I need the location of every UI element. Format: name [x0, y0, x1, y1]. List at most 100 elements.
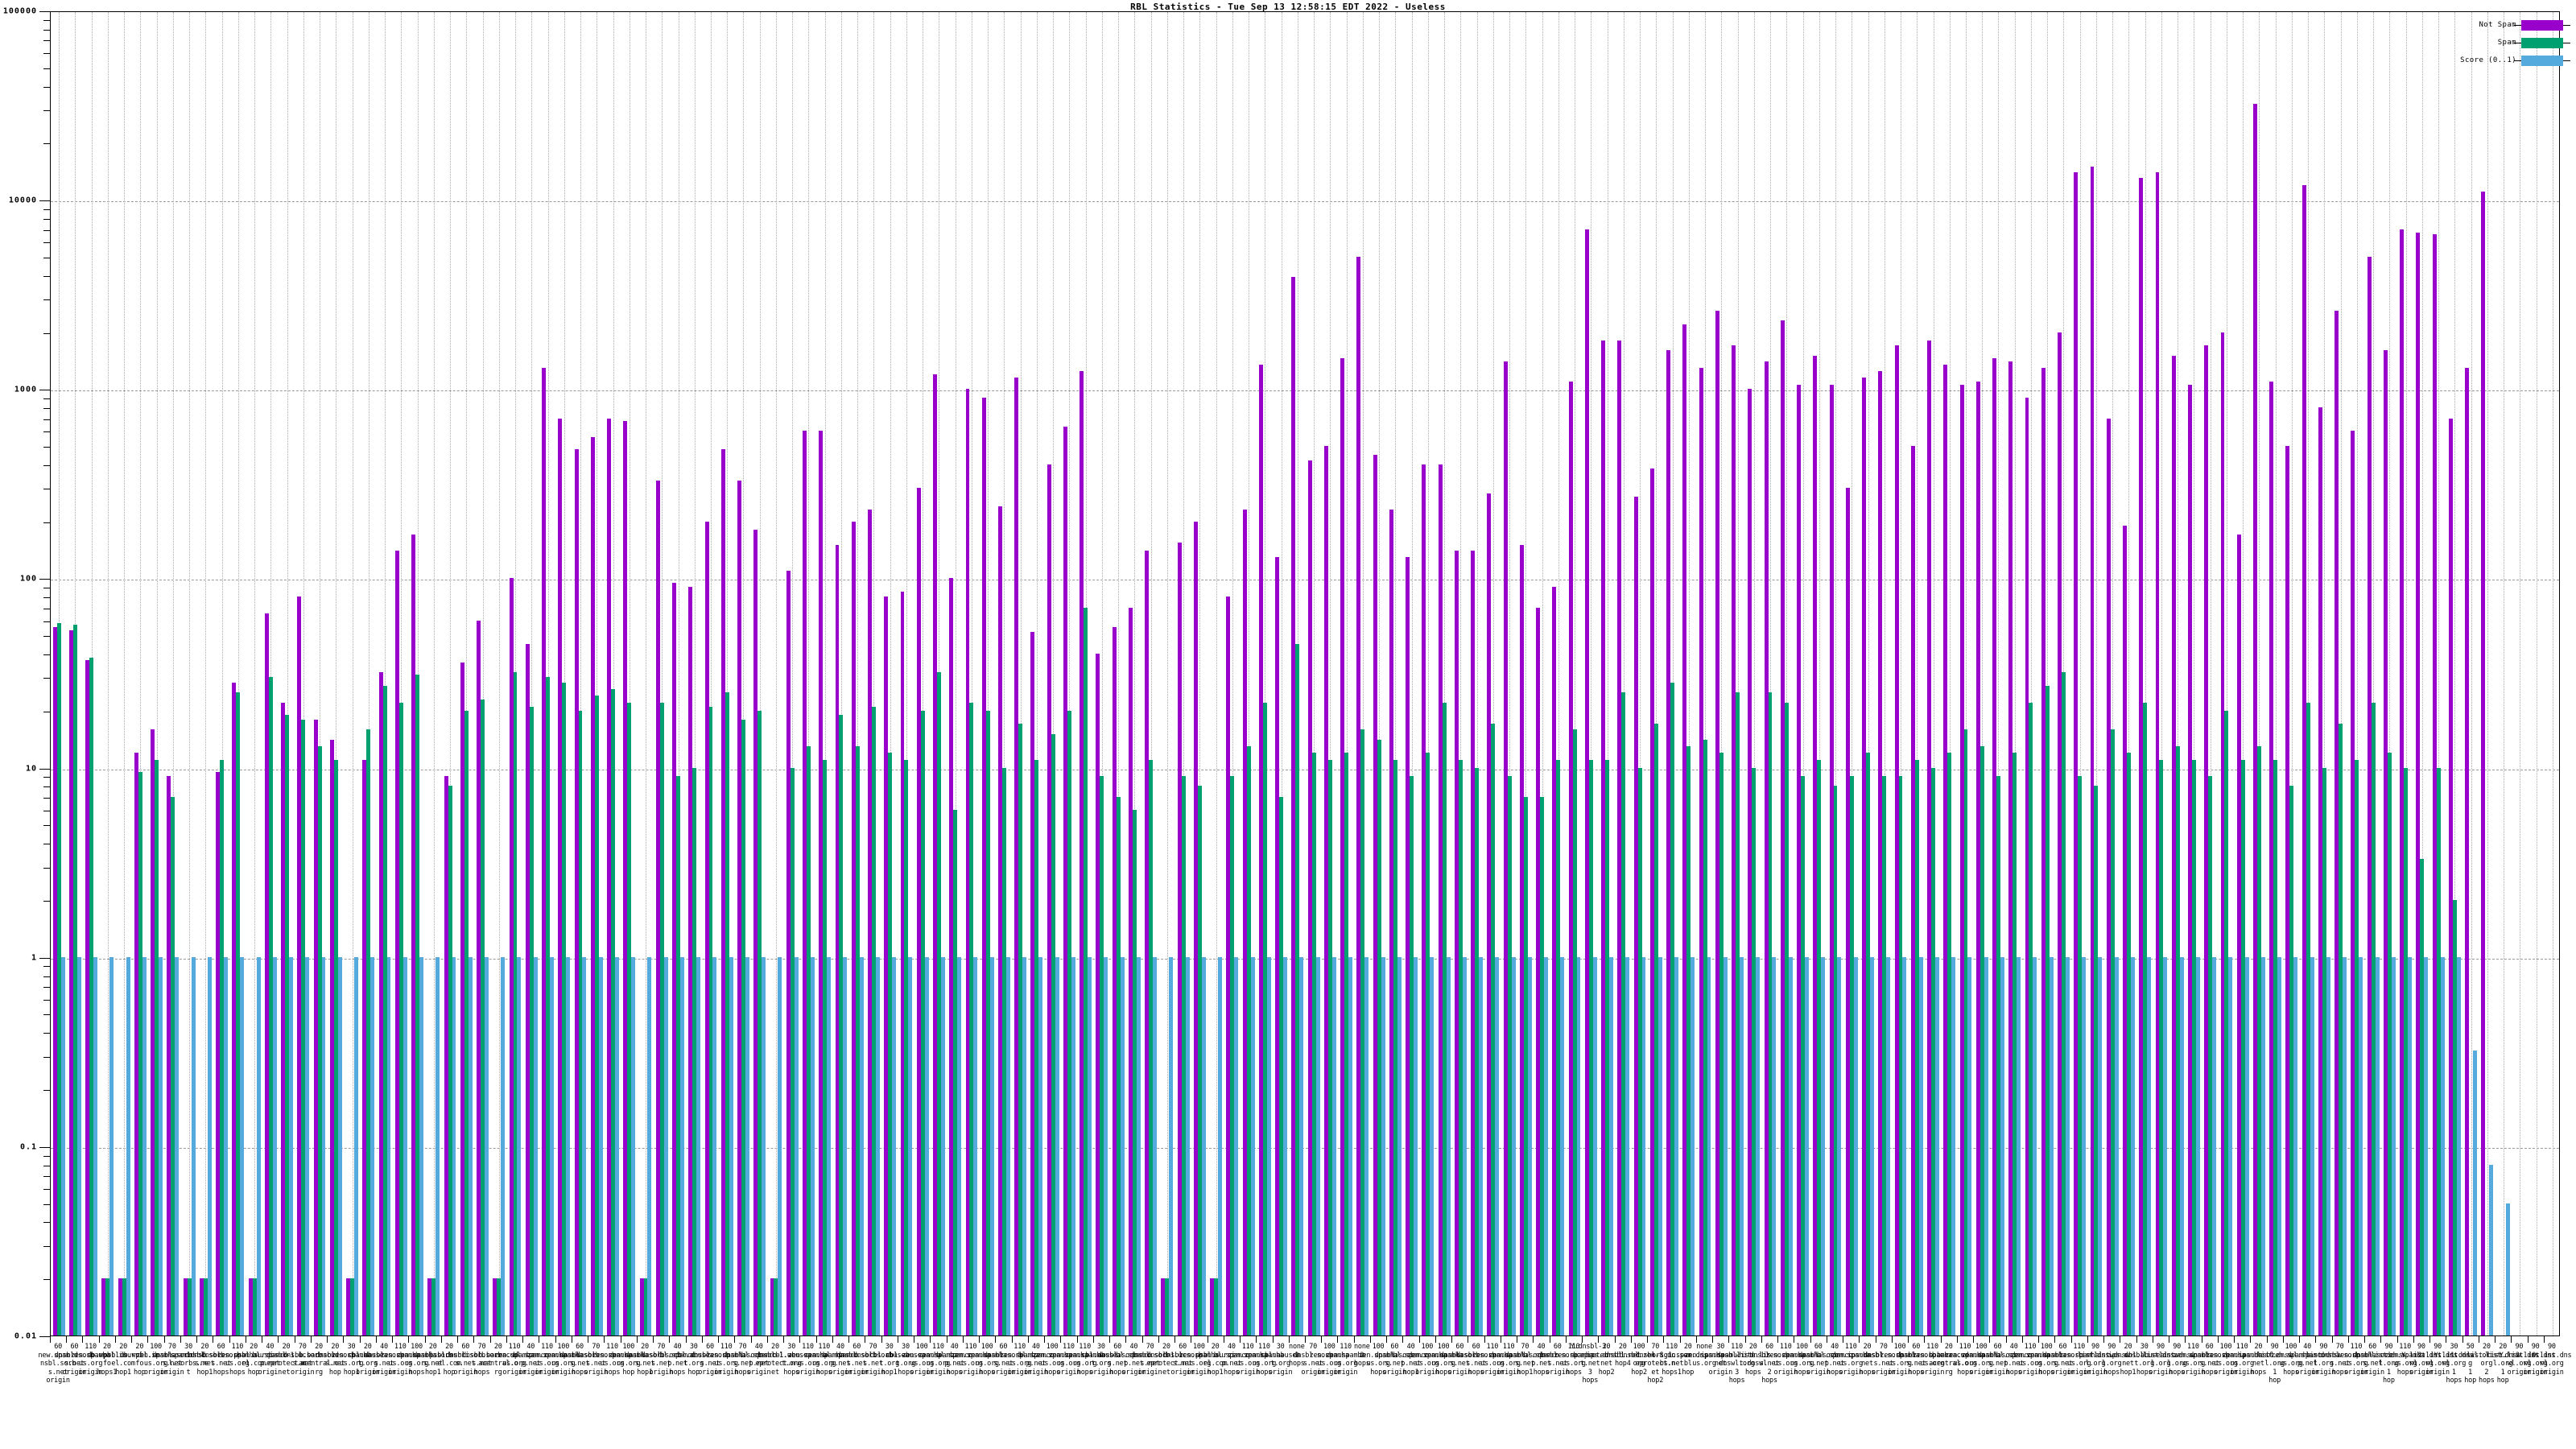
- x-tick-label: 20 ips.dnsbl.net hops: [2238, 1343, 2279, 1377]
- bar-not-spam: [1764, 361, 1769, 1335]
- bar-group: [2481, 12, 2494, 1335]
- bar-spam: [1996, 776, 2000, 1335]
- x-tick-label: 20 dnsbl-1.uceprotect.net: [755, 1343, 795, 1377]
- bar-group: [248, 12, 261, 1335]
- bar-group: [1389, 12, 1402, 1335]
- bar-group: [264, 12, 277, 1335]
- bar-not-spam: [1715, 310, 1719, 1335]
- gridline-vertical: [237, 12, 239, 1335]
- x-tick-label: 110 zen.spamhaus.org origin: [71, 1343, 111, 1377]
- bar-score: [1462, 956, 1467, 1335]
- bar-group: [2514, 12, 2526, 1335]
- x-tick-label: 60 new.spam.dnsbl.sorbs.net origin: [38, 1343, 78, 1385]
- bar-not-spam: [868, 510, 872, 1335]
- bar-not-spam: [1030, 632, 1035, 1335]
- y-tick-minor: [43, 40, 50, 42]
- x-tick-label: 100 zen.spamhaus.org origin: [1309, 1343, 1349, 1377]
- gridline-vertical: [2373, 12, 2375, 1335]
- bar-not-spam: [607, 418, 612, 1335]
- bar-not-spam: [313, 719, 318, 1335]
- bar-group: [1438, 12, 1451, 1335]
- x-tick-label: 110 zen.spamhaus.org origin: [1831, 1343, 1871, 1377]
- x-tick-label: 110 zen.spamhaus.org origin: [1326, 1343, 1366, 1377]
- bar-group: [1666, 12, 1678, 1335]
- y-tick-label: 0.1: [19, 1142, 37, 1152]
- bar-group: [232, 12, 245, 1335]
- x-tick: [1011, 1336, 1013, 1343]
- bar-not-spam: [1340, 358, 1345, 1335]
- bar-group: [2334, 12, 2347, 1335]
- x-tick-label: 60 dnsbl.sorbs.net hops: [200, 1343, 242, 1377]
- bar-group: [297, 12, 310, 1335]
- bar-group: [819, 12, 832, 1335]
- x-tick-label: 100 zen.spamhaus.org hops: [1358, 1343, 1398, 1377]
- x-tick: [2315, 1336, 2317, 1343]
- x-tick-label: 110 spam.list.dnswl.org 3 hops: [1716, 1343, 1757, 1385]
- bar-score: [1201, 956, 1206, 1335]
- bar-not-spam: [2204, 345, 2209, 1335]
- bar-score: [1234, 956, 1239, 1335]
- bar-not-spam: [2058, 332, 2062, 1335]
- bar-not-spam: [786, 570, 791, 1335]
- x-tick-label: 30 cbl.abuseat.org hop1: [869, 1343, 910, 1377]
- gridline-vertical: [1688, 12, 1690, 1335]
- gridline-vertical: [303, 12, 304, 1335]
- y-tick-label: 1000: [14, 385, 37, 394]
- x-tick: [1744, 1336, 1746, 1343]
- gridline-vertical: [2014, 12, 2016, 1335]
- bar-group: [2367, 12, 2380, 1335]
- x-tick: [2038, 1336, 2040, 1343]
- gridline-vertical: [2243, 12, 2244, 1335]
- bar-score: [1902, 956, 1907, 1335]
- bar-not-spam: [819, 431, 824, 1335]
- gridline-vertical: [988, 12, 989, 1335]
- x-tick-label: 90 list.dnswl.org 1 hop: [2256, 1343, 2293, 1385]
- bar-group: [493, 12, 506, 1335]
- bar-score: [2114, 956, 2119, 1335]
- bar-group: [1258, 12, 1271, 1335]
- bar-spam: [936, 671, 941, 1335]
- x-tick: [979, 1336, 980, 1343]
- bar-score: [93, 956, 98, 1335]
- bar-score: [663, 956, 668, 1335]
- x-tick-label: 70 dnsbl.sorbs.net hops: [722, 1343, 763, 1377]
- y-tick-minor: [43, 797, 50, 799]
- bar-spam: [546, 677, 550, 1335]
- bar-score: [1853, 956, 1858, 1335]
- x-tick-label: 70 dnsbl.sorbs.net hops: [461, 1343, 502, 1377]
- bar-group: [167, 12, 180, 1335]
- bar-score: [1495, 956, 1500, 1335]
- x-tick-label: 70 dnsbl.sorbs.net hop1: [1505, 1343, 1545, 1377]
- bar-group: [329, 12, 342, 1335]
- bar-score: [2098, 956, 2103, 1335]
- x-tick-label: 110 zen.spamhaus.org origin: [1765, 1343, 1806, 1377]
- bar-score: [1022, 956, 1027, 1335]
- x-tick-label: 20 1.spam.dnsbl hop: [1668, 1343, 1708, 1377]
- x-tick-label: 60 dnsbl.sorbs.net origin: [1977, 1343, 2018, 1377]
- bar-group: [737, 12, 749, 1335]
- y-tick-major: [39, 200, 50, 202]
- x-tick-label: 60 dnsbl.sorbs.net hops: [1097, 1343, 1137, 1377]
- bar-group: [965, 12, 978, 1335]
- bar-spam: [2126, 752, 2131, 1335]
- bar-spam: [1018, 724, 1023, 1335]
- bar-score: [973, 956, 978, 1335]
- bar-not-spam: [688, 587, 693, 1335]
- bar-group: [2106, 12, 2119, 1335]
- x-tick-label: 100 zen.spamhaus.org hops: [967, 1343, 1007, 1377]
- bar-score: [109, 956, 114, 1335]
- bar-spam: [627, 703, 632, 1335]
- bar-not-spam: [427, 1278, 432, 1335]
- bar-group: [151, 12, 163, 1335]
- bar-group: [933, 12, 945, 1335]
- gridline-vertical: [2275, 12, 2277, 1335]
- x-tick-label: none zen.spamhaus.org: [1684, 1343, 1724, 1368]
- bar-score: [614, 956, 619, 1335]
- gridline-vertical: [2259, 12, 2260, 1335]
- bar-spam: [1686, 745, 1691, 1335]
- x-tick-label: 110 zen.spamhaus.org hops: [804, 1343, 844, 1377]
- bar-score: [1218, 956, 1223, 1335]
- y-tick-minor: [43, 408, 50, 410]
- gridline-vertical: [2291, 12, 2293, 1335]
- bar-score: [1511, 956, 1516, 1335]
